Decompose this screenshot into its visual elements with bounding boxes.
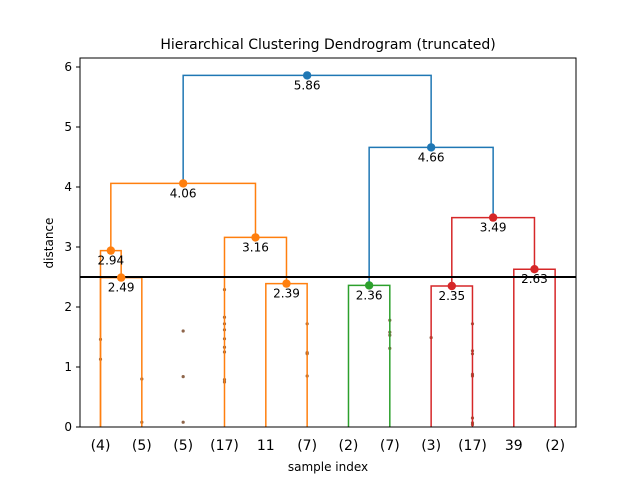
leaf-dot-2-2 <box>181 420 185 424</box>
merge-distance-label-6: 2.36 <box>356 288 383 302</box>
merge-marker-9 <box>488 213 498 222</box>
dendrogram-link-7 <box>430 285 474 427</box>
y-tick-label-0: 0 <box>64 420 72 434</box>
merge-distance-label-3: 2.39 <box>273 287 300 301</box>
dendrogram-link-4 <box>223 236 288 427</box>
dendrogram-link-3 <box>265 282 308 427</box>
merge-distance-label-1: 2.49 <box>108 281 135 295</box>
chart-title: Hierarchical Clustering Dendrogram (trun… <box>160 37 495 53</box>
leaf-label-5: (7) <box>297 438 317 454</box>
y-tick-label-3: 3 <box>64 240 72 254</box>
merge-marker-4 <box>251 233 260 242</box>
leaf-label-4: 11 <box>257 438 275 454</box>
dendrogram-link-1 <box>99 276 143 427</box>
leaf-label-11: (2) <box>545 438 565 454</box>
merge-marker-8 <box>530 265 539 274</box>
leaf-dot-2-1 <box>181 375 185 379</box>
merge-distance-label-4: 3.16 <box>242 240 269 254</box>
merge-marker-2 <box>106 246 116 255</box>
plot-area: 2.49 2.94 2.39 3.16 4.06 2.36 2.35 2.63 3.49 4.66… <box>80 71 576 427</box>
merge-marker-10 <box>426 143 436 152</box>
merge-marker-6 <box>364 281 374 290</box>
y-tick-label-1: 1 <box>64 360 72 374</box>
leaf-label-3: (17) <box>210 438 239 454</box>
y-axis: 0 1 2 3 4 5 6 <box>64 60 80 434</box>
merge-distance-label-11: 5.86 <box>294 78 321 92</box>
merge-marker-5 <box>178 179 188 188</box>
dendrogram-link-8 <box>513 268 556 427</box>
leaf-label-2: (5) <box>173 438 193 454</box>
merge-distance-label-7: 2.35 <box>438 289 465 303</box>
leaf-label-7: (7) <box>380 438 400 454</box>
leaf-label-1: (5) <box>132 438 152 454</box>
dendrogram-link-6 <box>347 284 391 427</box>
y-tick-label-2: 2 <box>64 300 72 314</box>
leaf-label-9: (17) <box>458 438 487 454</box>
plot-frame <box>79 57 577 428</box>
merge-marker-1 <box>116 273 126 282</box>
x-axis-title: sample index <box>288 460 368 474</box>
merge-distance-label-2: 2.94 <box>97 254 124 268</box>
merge-marker-3 <box>282 279 291 288</box>
merge-marker-11 <box>302 71 312 80</box>
leaf-dot-2-0 <box>181 329 185 333</box>
leaf-label-0: (4) <box>91 438 111 454</box>
x-axis: (4) (5) (5) (17) 11 (7) (2) (7) (3) (17) 39 (2) <box>91 438 565 454</box>
merge-distance-label-10: 4.66 <box>418 150 445 164</box>
y-tick-label-4: 4 <box>64 180 72 194</box>
y-tick-label-5: 5 <box>64 120 72 134</box>
merge-distance-label-5: 4.06 <box>170 186 197 200</box>
dendrogram-link-10 <box>368 146 494 286</box>
leaf-label-6: (2) <box>339 438 359 454</box>
leaf-label-10: 39 <box>505 438 523 454</box>
merge-marker-7 <box>447 281 457 291</box>
merge-distance-label-9: 3.49 <box>480 221 507 235</box>
merge-distance-label-8: 2.63 <box>521 272 548 286</box>
leaf-label-8: (3) <box>421 438 441 454</box>
y-tick-label-6: 6 <box>64 60 72 74</box>
y-axis-title: distance <box>42 218 56 269</box>
